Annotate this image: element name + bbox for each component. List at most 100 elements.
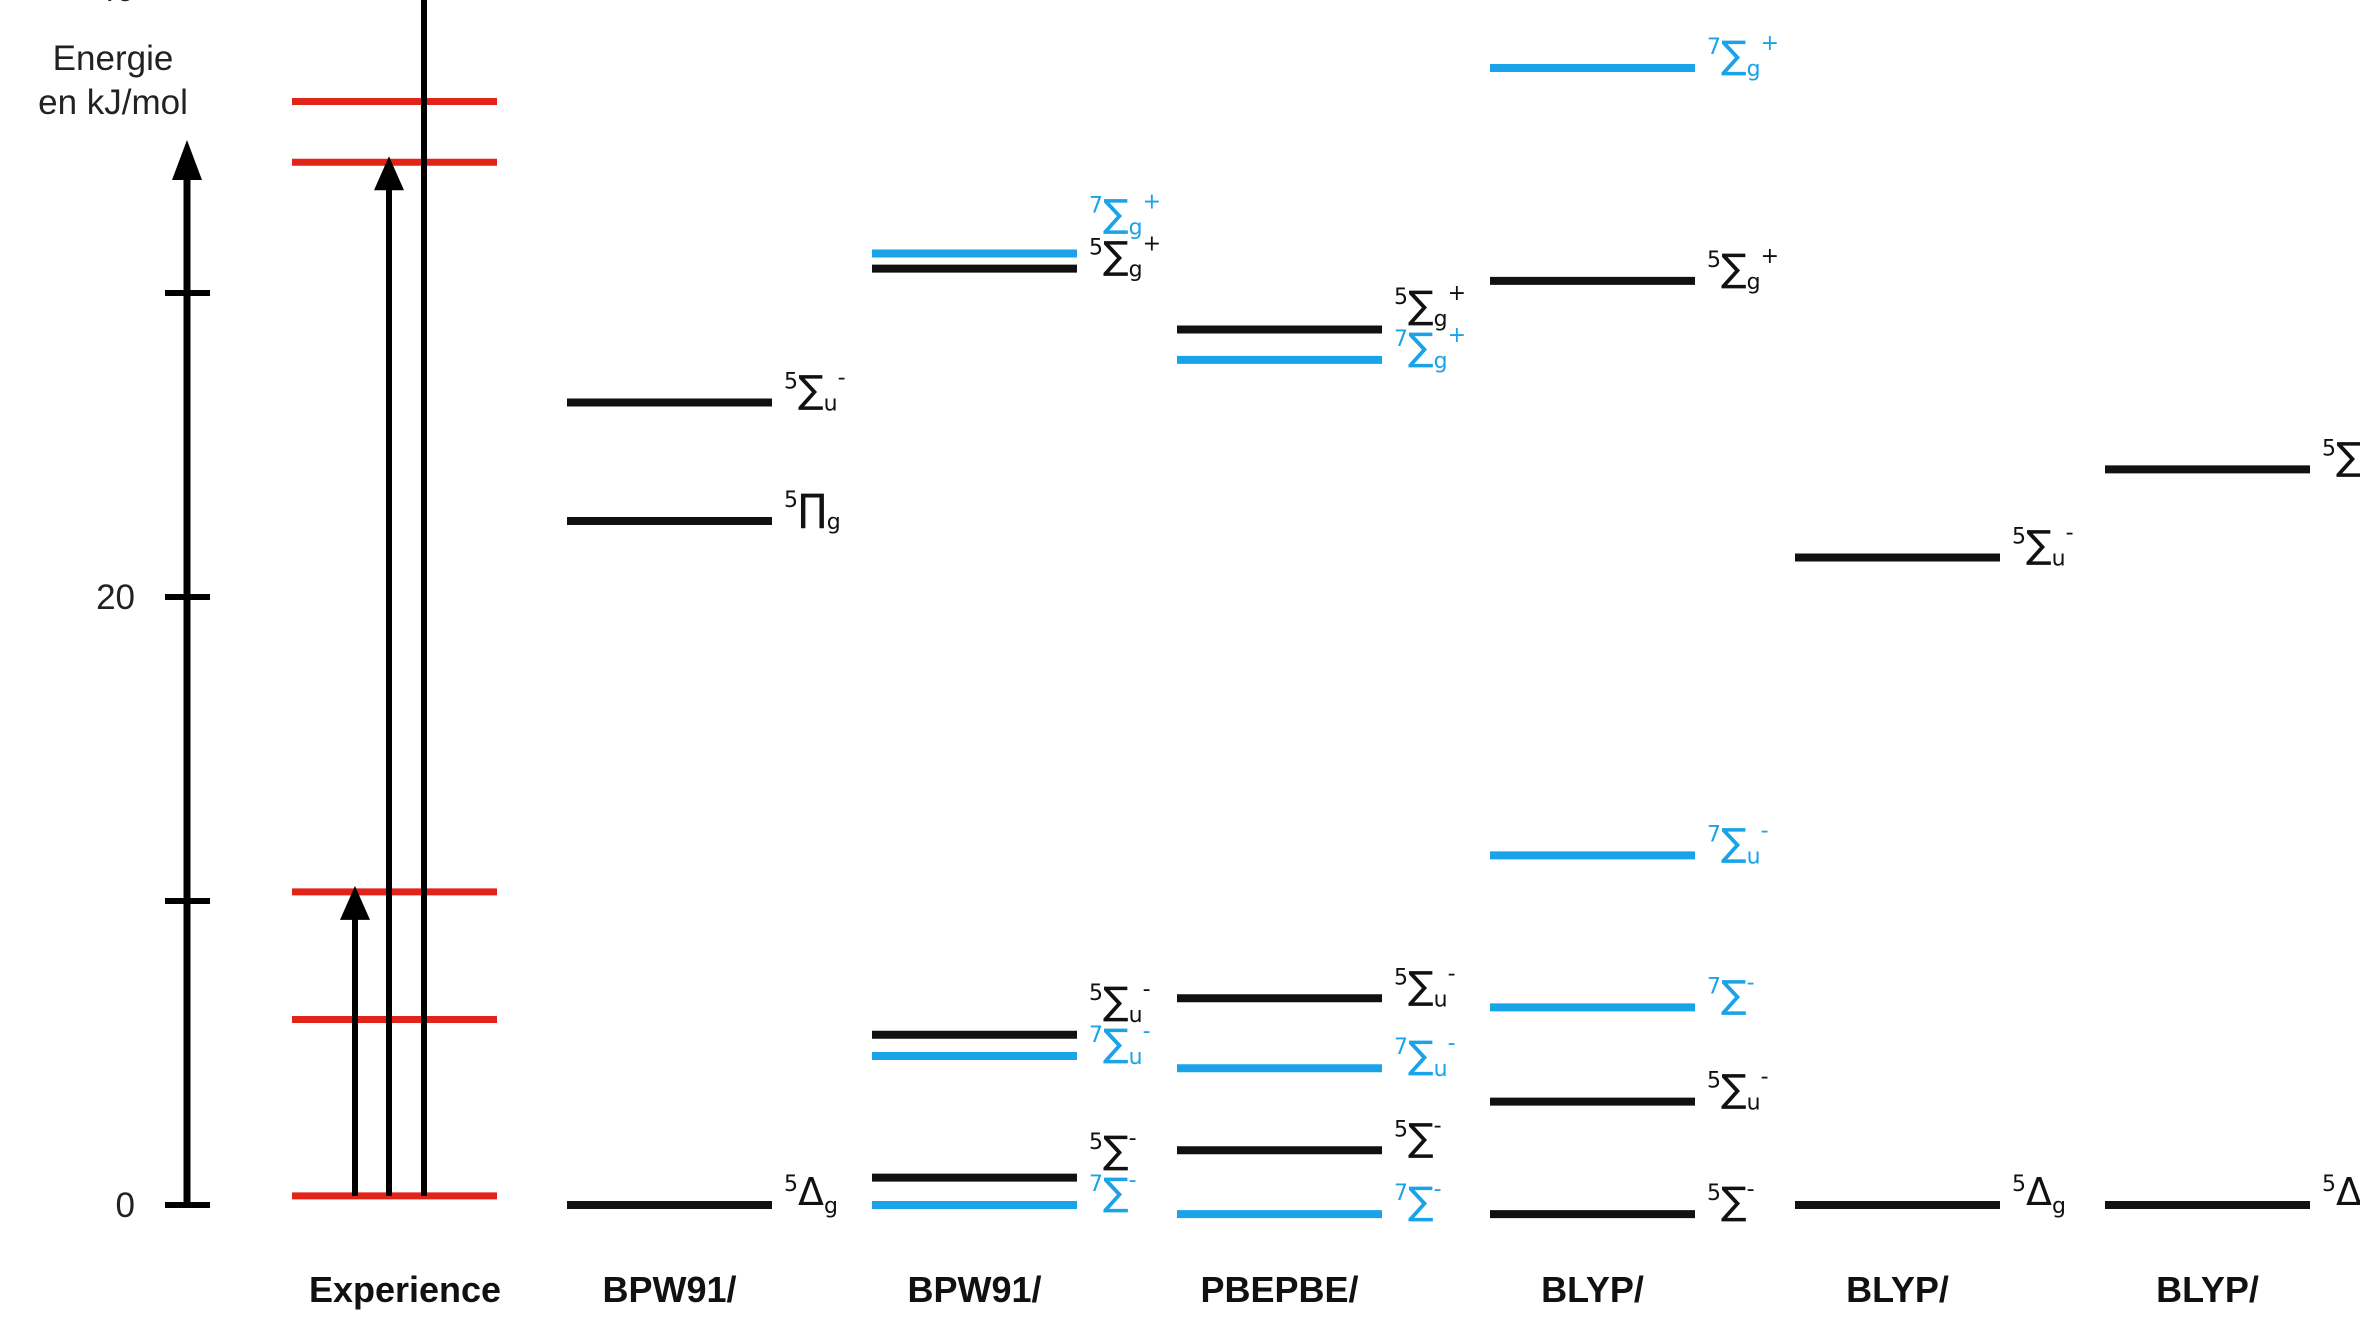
term-subscript: u [1747, 844, 1761, 869]
term-symbol-label: 5∑- [1707, 1177, 1755, 1223]
term-superscript: - [1434, 1113, 1442, 1138]
term-subscript: u [1129, 1003, 1143, 1028]
method-column-label: BPW91/ [602, 1269, 736, 1310]
term-subscript: g [1129, 216, 1143, 241]
term-superscript: - [1448, 1031, 1456, 1056]
term-multiplicity: 5 [1089, 981, 1103, 1006]
term-multiplicity: 5 [1394, 1117, 1408, 1142]
term-superscript: - [1747, 1177, 1755, 1202]
term-symbol: ∑ [1103, 979, 1129, 1023]
term-symbol-label: 7∑g+ [1707, 31, 1779, 82]
term-superscript: - [1129, 1126, 1137, 1151]
term-symbol: ∑ [1408, 1115, 1434, 1159]
term-symbol: ∑ [1103, 1128, 1129, 1172]
term-subscript: g [2052, 1194, 2066, 1219]
term-superscript: - [1129, 1168, 1137, 1193]
term-symbol-label: 7∑u- [1089, 1019, 1151, 1070]
term-symbol: ∑ [1408, 283, 1434, 327]
term-symbol: ∑ [1103, 234, 1129, 278]
method-column: BLYP/5∑-5∑u-7∑-7∑u-5∑g+7∑g+ [1490, 31, 1779, 1310]
term-symbol: ∑ [1408, 1179, 1434, 1223]
term-superscript: - [2066, 520, 2074, 545]
experience-arrowhead [340, 885, 370, 920]
term-symbol-label: 7∑u- [1394, 1031, 1456, 1082]
method-column-label: BPW91/ [907, 1269, 1041, 1310]
term-superscript: + [1143, 232, 1161, 257]
term-multiplicity: 7 [1707, 822, 1721, 847]
term-symbol: ∑ [1408, 325, 1434, 369]
term-subscript: u [1434, 987, 1448, 1012]
term-symbol: ∑ [798, 367, 824, 411]
term-superscript: + [1448, 323, 1466, 348]
term-symbol: ∑ [1103, 1170, 1129, 1214]
term-symbol: ∑ [1721, 820, 1747, 864]
term-multiplicity: 5 [2322, 1172, 2336, 1197]
method-column-label: PBEPBE/ [1200, 1269, 1358, 1310]
experience-column [292, 0, 497, 1200]
term-multiplicity: 5 [1707, 1181, 1721, 1206]
term-symbol: ∑ [1721, 33, 1747, 77]
term-multiplicity: 7 [1394, 1035, 1408, 1060]
term-symbol-label: 5Δg [784, 1170, 838, 1219]
term-subscript: u [1747, 1091, 1761, 1116]
term-superscript: - [1143, 1019, 1151, 1044]
experience-arrowhead [374, 156, 404, 191]
term-symbol: ∑ [1103, 192, 1129, 236]
term-subscript: g [1434, 307, 1448, 332]
term-subscript: g [1747, 270, 1761, 295]
term-multiplicity: 7 [1394, 327, 1408, 352]
term-superscript: + [1143, 190, 1161, 215]
axis-tick-label: 20 [96, 578, 135, 617]
term-multiplicity: 7 [1707, 35, 1721, 60]
term-symbol-label: 7∑g+ [1089, 190, 1161, 241]
method-column-label: BLYP/ [1541, 1269, 1644, 1310]
axis-title-line1: Energie [53, 39, 174, 78]
term-superscript: + [1761, 31, 1779, 56]
method-columns: BPW91/5Δg5∏g5∑u-1∑g-7∑-7∑u-BPW91/7∑-5∑-7… [567, 31, 2360, 1310]
term-multiplicity: 5 [784, 369, 798, 394]
method-column-label: BLYP/ [2156, 1269, 2259, 1310]
term-symbol-label: 7∑- [1707, 970, 1755, 1016]
term-multiplicity: 5 [784, 488, 798, 513]
term-symbol: ∑ [1721, 246, 1747, 290]
term-multiplicity: 5 [1707, 1069, 1721, 1094]
term-symbol-label: 5∑u- [2012, 520, 2074, 571]
axis-ticks: 0204060 [96, 0, 210, 1225]
term-symbol-label: 5Δ [2322, 1170, 2360, 1214]
method-column: BLYP/5Δ5∑1∑7∑ [2105, 434, 2360, 1310]
term-multiplicity: 5 [2012, 1172, 2026, 1197]
term-symbol: Δ [2026, 1170, 2052, 1214]
term-symbol-label: 5∑ [2322, 434, 2360, 478]
term-symbol: ∑ [1721, 1179, 1747, 1223]
term-multiplicity: 5 [1394, 965, 1408, 990]
term-multiplicity: 5 [2012, 524, 2026, 549]
term-subscript: g [1434, 349, 1448, 374]
term-subscript: u [1434, 1057, 1448, 1082]
term-symbol-label: 5∑u- [1707, 1065, 1769, 1116]
term-symbol-label: 5∑g+ [1089, 232, 1161, 283]
energy-axis-arrowhead [172, 140, 202, 180]
term-symbol-label: 5∑u- [784, 365, 846, 416]
term-subscript: u [824, 391, 838, 416]
term-symbol-label: 7∑- [1089, 1168, 1137, 1214]
term-multiplicity: 7 [1089, 1172, 1103, 1197]
term-multiplicity: 7 [1089, 194, 1103, 219]
axis-tick-label: 40 [96, 0, 135, 9]
axis-title-line2: en kJ/mol [38, 83, 188, 122]
term-superscript: - [1761, 1065, 1769, 1090]
method-column: PBEPBE/7∑-5∑-7∑u-5∑u-7∑g+5∑g+7∏u [1177, 281, 1466, 1310]
term-multiplicity: 5 [1394, 285, 1408, 310]
method-column: BPW91/7∑-5∑-7∑u-5∑u-5∑g+7∑g+7∏u [872, 190, 1161, 1310]
term-multiplicity: 7 [1394, 1181, 1408, 1206]
term-superscript: - [1143, 977, 1151, 1002]
method-column-label: BLYP/ [1846, 1269, 1949, 1310]
term-symbol-label: 7∑u- [1707, 818, 1769, 869]
term-subscript: u [2052, 546, 2066, 571]
term-multiplicity: 5 [1089, 1130, 1103, 1155]
term-symbol: ∑ [1721, 1067, 1747, 1111]
term-symbol: ∑ [1408, 1033, 1434, 1077]
term-multiplicity: 5 [1707, 248, 1721, 273]
